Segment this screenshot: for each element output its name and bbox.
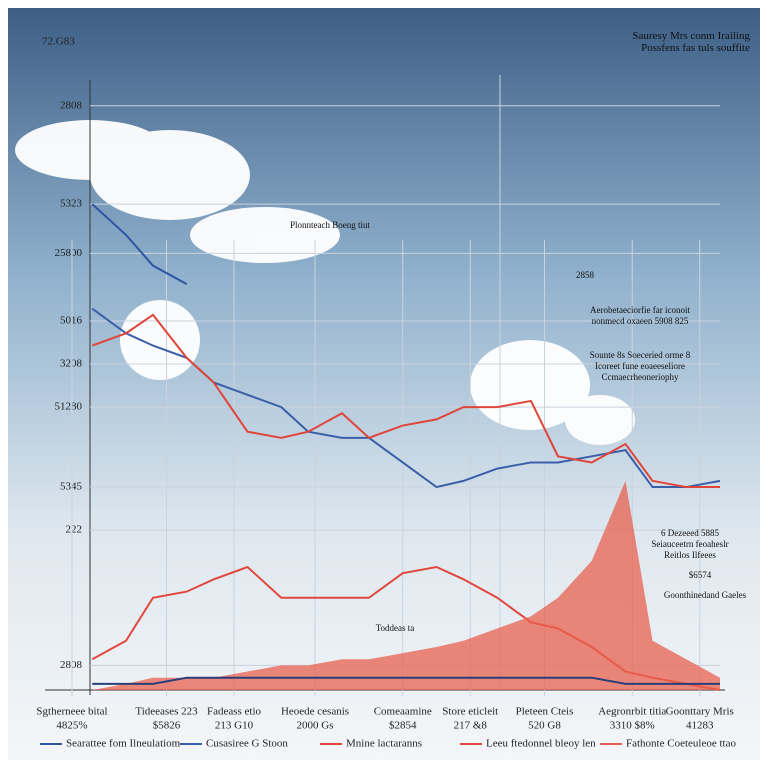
y-tick-label: 2808 (60, 99, 83, 111)
x-tick-label: Comeaamine (374, 706, 432, 718)
y-tick-label: 222 (66, 524, 83, 536)
annotation-box: $6574 (688, 570, 712, 580)
annotation: Plonnteach Boeng tiut (290, 220, 370, 230)
annotation: $6574 (688, 570, 712, 580)
annotation: 6 Dezeeed 5885 Seiauceetrn feoaheslr Rei… (651, 528, 729, 560)
legend-label: Leeu ftedonnel bleoy len (486, 738, 596, 750)
x-tick-sublabel: 2000 Gs (297, 720, 334, 732)
y-tick-label: 3208 (60, 358, 83, 370)
annotation: Aerobetaeciorfie far iconoit nonmecd oxa… (590, 305, 690, 326)
x-tick-sublabel: 3310 $8% (610, 720, 655, 732)
annotation-box: Toddeas ta (375, 623, 415, 633)
x-tick-label: Goonttary Mris (666, 706, 734, 718)
x-tick-label: Tideeases 223 (135, 706, 198, 718)
annotation-box: Sounte 8s Soeceried orme 8 Icoreet fune … (589, 350, 691, 382)
x-tick-sublabel: $5826 (153, 720, 181, 732)
legend-label: Fathonte Coeteuleoe ttao (626, 738, 736, 750)
x-tick-sublabel: 217 &8 (454, 720, 488, 732)
annotation-box: 2858 (576, 270, 594, 280)
subtitle-box: Sauresy Mrs conm Irailing Possfens fas t… (632, 30, 750, 54)
x-tick-sublabel: 213 G10 (215, 720, 254, 732)
line (91, 313, 720, 489)
x-tick-label: Pleteen Cteis (516, 706, 574, 718)
x-tick-label: Sgtherneee bital (36, 706, 107, 718)
chart-subtitle: Sauresy Mrs conm Irailing Possfens fas t… (632, 30, 750, 54)
x-tick-sublabel: $2854 (389, 720, 417, 732)
y-tick-label: 5323 (60, 198, 83, 210)
line (92, 676, 720, 685)
annotation-box: Plonnteach Boeng tiut (290, 220, 370, 230)
y-tick-label: 2808 (60, 659, 83, 671)
annotation: Goonthinedand Gaeles (663, 590, 747, 600)
annotation-box: Aerobetaeciorfie far iconoit nonmecd oxa… (590, 305, 690, 326)
x-tick-label: Heoede cesanis (281, 706, 349, 718)
x-tick-label: Store eticleit (442, 706, 498, 718)
x-tick-sublabel: 41283 (686, 720, 714, 732)
x-tick-label: Fadeass etio (207, 706, 262, 718)
annotation-box: 6 Dezeeed 5885 Seiauceetrn feoaheslr Rei… (651, 528, 729, 560)
legend-label: Cusasiree G Stoon (206, 738, 288, 750)
chart-title: 72.G83 (42, 36, 75, 48)
y-tick-label: 25800 (55, 247, 83, 259)
annotation: 2858 (576, 270, 594, 280)
y-tick-label: 51280 (55, 401, 83, 413)
annotation: Sounte 8s Soeceried orme 8 Icoreet fune … (589, 350, 691, 382)
x-tick-sublabel: 520 G8 (528, 720, 561, 732)
y-tick-label: 5345 (60, 481, 83, 493)
legend-label: Searattee fom Ilneulatiom (66, 738, 181, 750)
line (91, 203, 188, 285)
y-tick-label: 5016 (60, 315, 83, 327)
legend-label: Mnine lactaranns (346, 738, 422, 750)
x-tick-sublabel: 4825% (56, 720, 87, 732)
annotation-box: Goonthinedand Gaeles (663, 590, 747, 600)
annotation: Toddeas ta (375, 623, 415, 633)
x-tick-label: Aegronrbit titia (598, 706, 666, 718)
area (92, 480, 720, 690)
